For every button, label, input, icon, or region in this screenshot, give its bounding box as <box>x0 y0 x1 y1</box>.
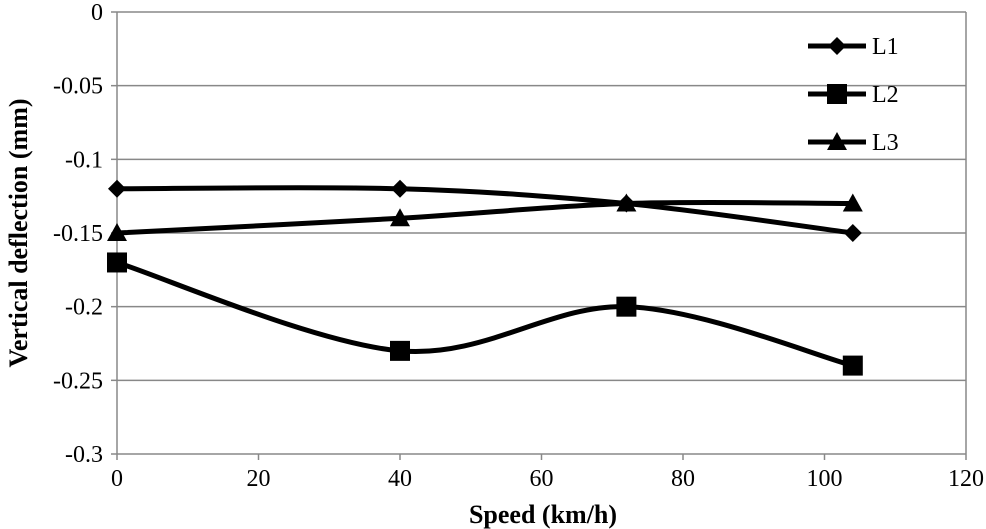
y-tick-label: -0.1 <box>65 147 103 173</box>
y-tick-label: -0.25 <box>53 368 103 394</box>
legend-marker-l2 <box>827 84 847 104</box>
data-point-l2 <box>616 296 637 317</box>
data-point-l1 <box>108 179 126 198</box>
x-axis-title: Speed (km/h) <box>469 500 617 529</box>
y-tick-label: -0.05 <box>53 74 103 100</box>
legend-label-l2: L2 <box>872 82 899 108</box>
data-point-l2 <box>390 340 410 361</box>
y-tick-label: -0.3 <box>65 442 103 468</box>
data-point-l3 <box>107 223 127 241</box>
legend-marker-l1 <box>828 37 846 55</box>
series-line-l3 <box>114 199 856 236</box>
legend: L1 L2 L3 <box>808 34 899 156</box>
x-tick-label: 0 <box>111 466 123 492</box>
series-line-l1 <box>114 185 856 236</box>
data-point-l3 <box>390 208 410 227</box>
y-axis-title: Vertical deflection (mm) <box>4 98 33 367</box>
data-point-l1 <box>843 224 862 242</box>
x-tick-label: 20 <box>247 466 271 492</box>
legend-label-l1: L1 <box>872 34 899 60</box>
legend-marker-l3 <box>827 132 847 150</box>
x-tick-label: 100 <box>807 466 843 492</box>
x-tick-label: 40 <box>388 466 412 492</box>
x-tick-label: 80 <box>671 466 695 492</box>
series-line-l2 <box>114 259 856 369</box>
x-tick-label: 120 <box>948 466 984 492</box>
axis-layer: 0 -0.05 -0.1 -0.15 -0.2 -0.25 -0.3 0 20 40 60 80 100… <box>53 0 984 492</box>
y-tick-label: -0.2 <box>65 295 103 321</box>
data-point-l2 <box>842 355 863 376</box>
data-point-l3 <box>616 193 637 212</box>
data-point-l2 <box>107 252 127 273</box>
y-tick-label: 0 <box>91 0 103 26</box>
y-tick-label: -0.15 <box>53 221 103 247</box>
legend-label-l3: L3 <box>872 130 899 156</box>
series-layer <box>107 179 863 376</box>
data-point-l3 <box>842 193 863 212</box>
data-point-l1 <box>391 179 409 198</box>
x-tick-label: 60 <box>530 466 554 492</box>
